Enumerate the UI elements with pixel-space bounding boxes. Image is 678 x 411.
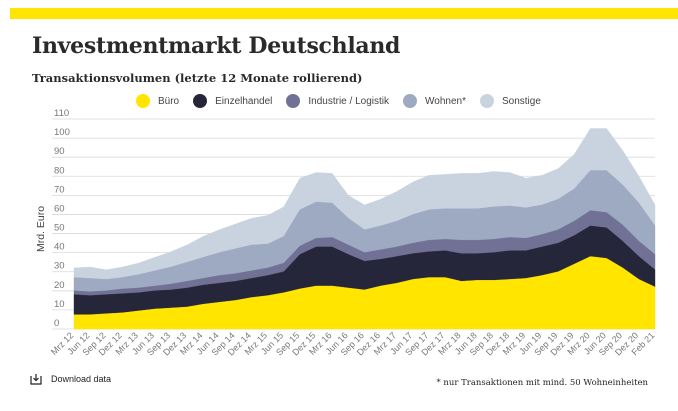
y-tick-label: 40 <box>54 242 65 253</box>
y-axis-label: Mrd. Euro <box>35 206 47 252</box>
legend-label: Büro <box>158 95 180 107</box>
y-tick-label: 50 <box>54 223 65 234</box>
y-tick-label: 10 <box>54 299 65 310</box>
legend-swatch <box>286 94 301 108</box>
y-tick-label: 70 <box>54 184 65 195</box>
y-tick-label: 110 <box>54 108 69 119</box>
legend-label: Wohnen* <box>425 95 466 107</box>
legend-item: Wohnen* <box>403 94 466 108</box>
legend-item: Sonstige <box>479 94 541 108</box>
download-icon <box>30 374 42 385</box>
y-tick-label: 90 <box>54 146 65 157</box>
footnote: * nur Transaktionen mit mind. 50 Wohnein… <box>436 378 648 388</box>
brand-accent-bar <box>10 8 678 19</box>
y-tick-label: 20 <box>54 280 65 291</box>
legend-item: Einzelhandel <box>193 94 272 108</box>
y-tick-label: 30 <box>54 261 65 272</box>
legend-item: Büro <box>136 94 179 108</box>
download-label: Download data <box>51 374 112 384</box>
legend-item: Industrie / Logistik <box>286 94 389 108</box>
page-title: Investmentmarkt Deutschland <box>32 33 401 59</box>
area-b-ro <box>73 256 656 330</box>
legend-label: Sonstige <box>501 95 541 107</box>
legend-label: Einzelhandel <box>215 95 273 107</box>
legend-label: Industrie / Logistik <box>308 95 389 107</box>
y-tick-label: 80 <box>54 165 65 176</box>
legend-swatch <box>479 94 494 108</box>
download-data-link[interactable]: Download data <box>30 373 111 385</box>
legend-swatch <box>403 94 417 108</box>
y-tick-label: 60 <box>54 203 65 214</box>
chart-subtitle: Transaktionsvolumen (letzte 12 Monate ro… <box>32 71 363 85</box>
chart-legend: Büro Einzelhandel Industrie / Logistik Wohn… <box>136 94 555 108</box>
legend-swatch <box>136 94 150 108</box>
y-tick-label: 0 <box>54 318 59 329</box>
y-tick-label: 100 <box>54 127 70 138</box>
legend-swatch <box>193 94 208 108</box>
